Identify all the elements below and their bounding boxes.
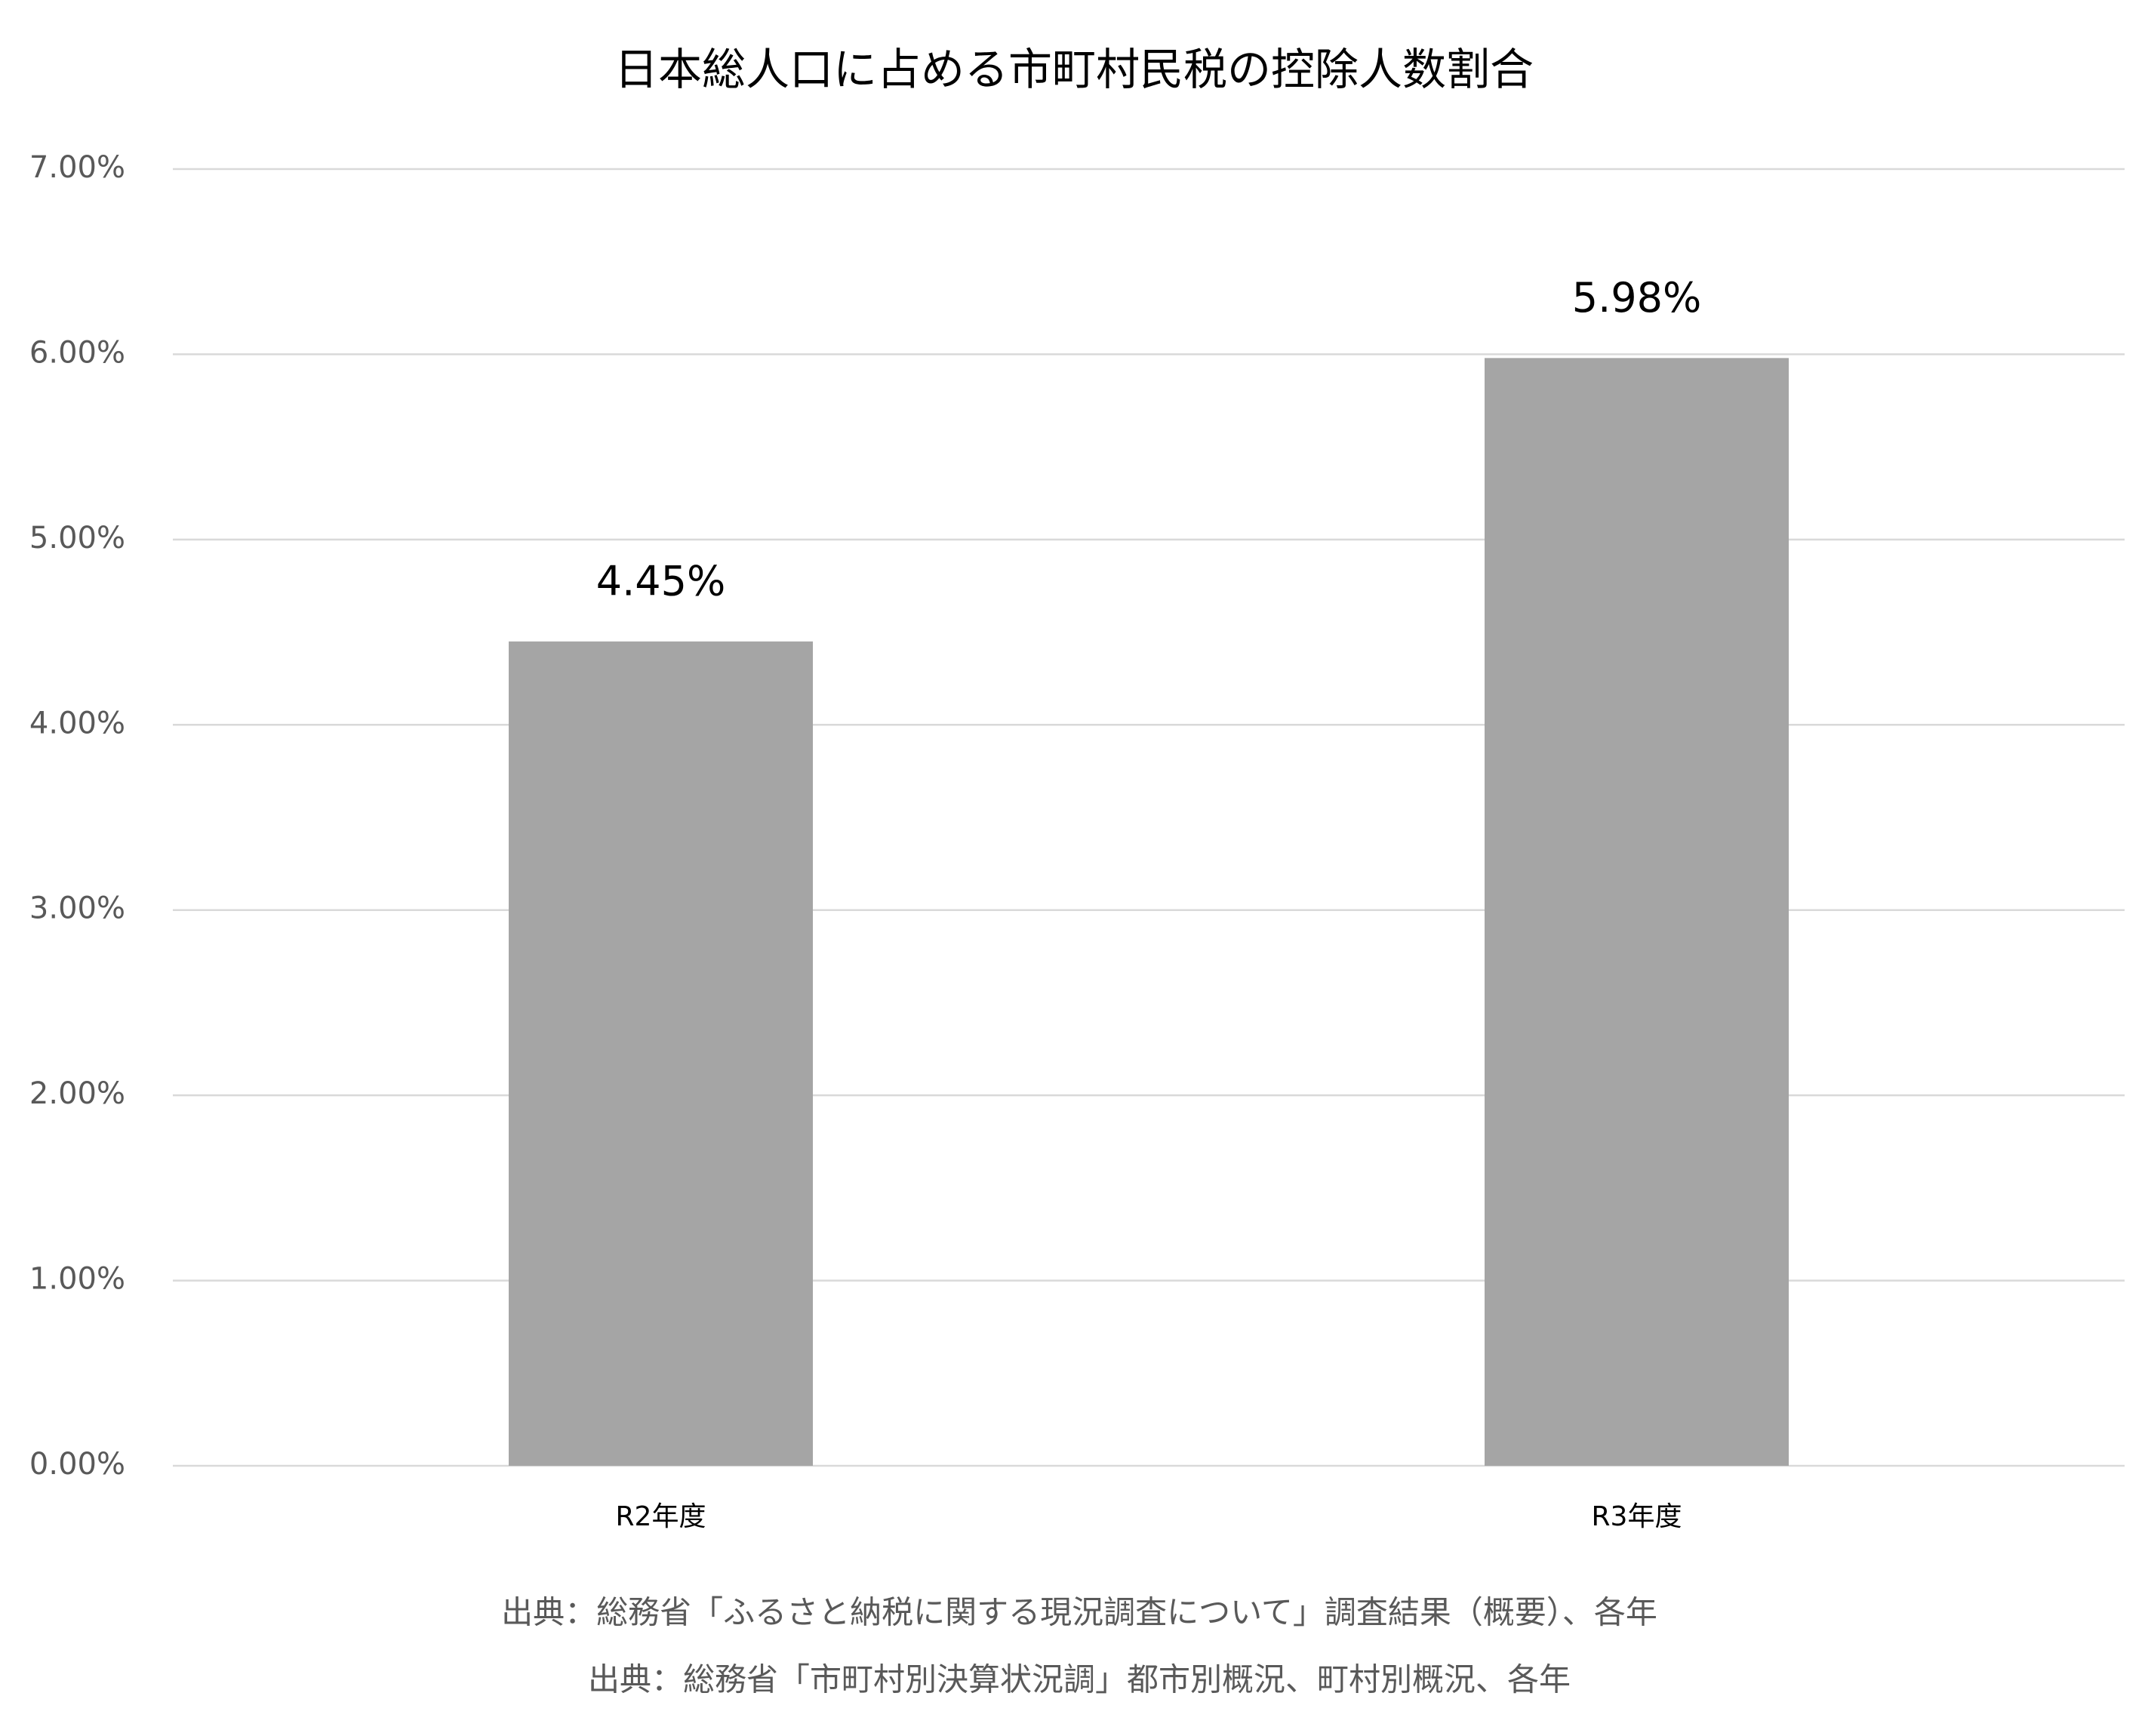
- y-tick-label: 7.00%: [29, 150, 125, 185]
- y-tick-label: 6.00%: [29, 335, 125, 370]
- source-note: 出典：総務省「市町村別決算状況調」都市別概況、町村別概況、各年: [588, 1661, 1571, 1698]
- x-tick-label: R3年度: [1592, 1501, 1682, 1532]
- source-note: 出典：総務省「ふるさと納税に関する現況調査について」調査結果（概要）、各年: [501, 1594, 1657, 1631]
- bar: [509, 641, 813, 1467]
- y-tick-label: 0.00%: [29, 1447, 125, 1482]
- y-tick-label: 1.00%: [29, 1262, 125, 1297]
- y-tick-label: 3.00%: [29, 891, 125, 926]
- y-tick-label: 4.00%: [29, 706, 125, 740]
- y-tick-label: 2.00%: [29, 1076, 125, 1111]
- data-label: 5.98%: [1572, 274, 1702, 322]
- data-label: 4.45%: [596, 557, 726, 605]
- y-tick-label: 5.00%: [29, 521, 125, 556]
- bar: [1485, 358, 1789, 1466]
- chart-title: 日本総人口に占める市町村民税の控除人数割合: [614, 44, 1534, 95]
- x-tick-label: R2年度: [616, 1501, 706, 1532]
